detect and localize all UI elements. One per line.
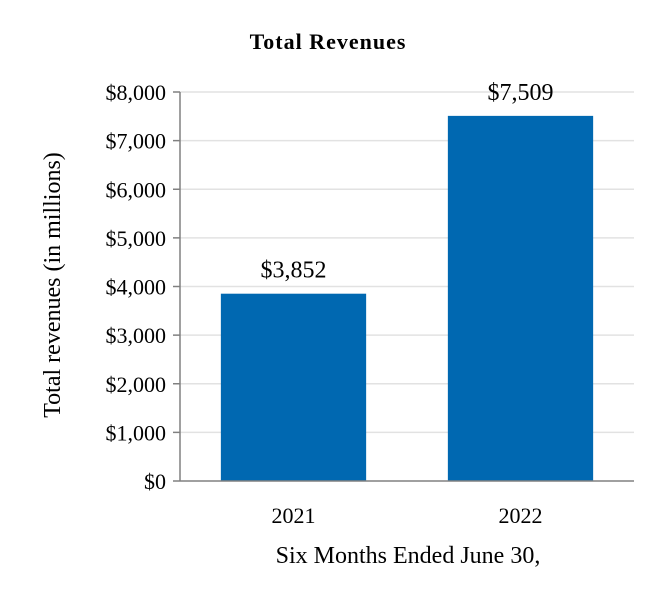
bar-2021 <box>220 293 367 481</box>
data-label-2021: $3,852 <box>261 258 327 284</box>
y-axis-label: Total revenues (in millions) <box>40 152 66 418</box>
chart-title: Total Revenues <box>250 29 407 54</box>
y-tick-label: $8,000 <box>106 80 167 105</box>
y-tick-label: $6,000 <box>106 177 167 202</box>
data-label-2022: $7,509 <box>488 80 554 106</box>
labels: $0 $1,000 $2,000 $3,000 $4,000 $5,000 $6,000 $7… <box>106 80 554 528</box>
x-axis-label: Six Months Ended June 30, <box>276 543 541 569</box>
y-tick-label: $4,000 <box>106 275 167 300</box>
y-tick-label: $1,000 <box>106 420 167 445</box>
y-tick-label: $5,000 <box>106 226 167 251</box>
x-tick-label-2022: 2022 <box>499 503 543 528</box>
x-tick-label-2021: 2021 <box>272 503 316 528</box>
y-tick-label: $3,000 <box>106 323 167 348</box>
y-tick-label: $7,000 <box>106 129 167 154</box>
axes <box>173 91 634 482</box>
y-tick-label: $0 <box>144 469 166 494</box>
bar-2022 <box>447 115 594 481</box>
y-tick-label: $2,000 <box>106 372 167 397</box>
bars <box>220 115 594 481</box>
